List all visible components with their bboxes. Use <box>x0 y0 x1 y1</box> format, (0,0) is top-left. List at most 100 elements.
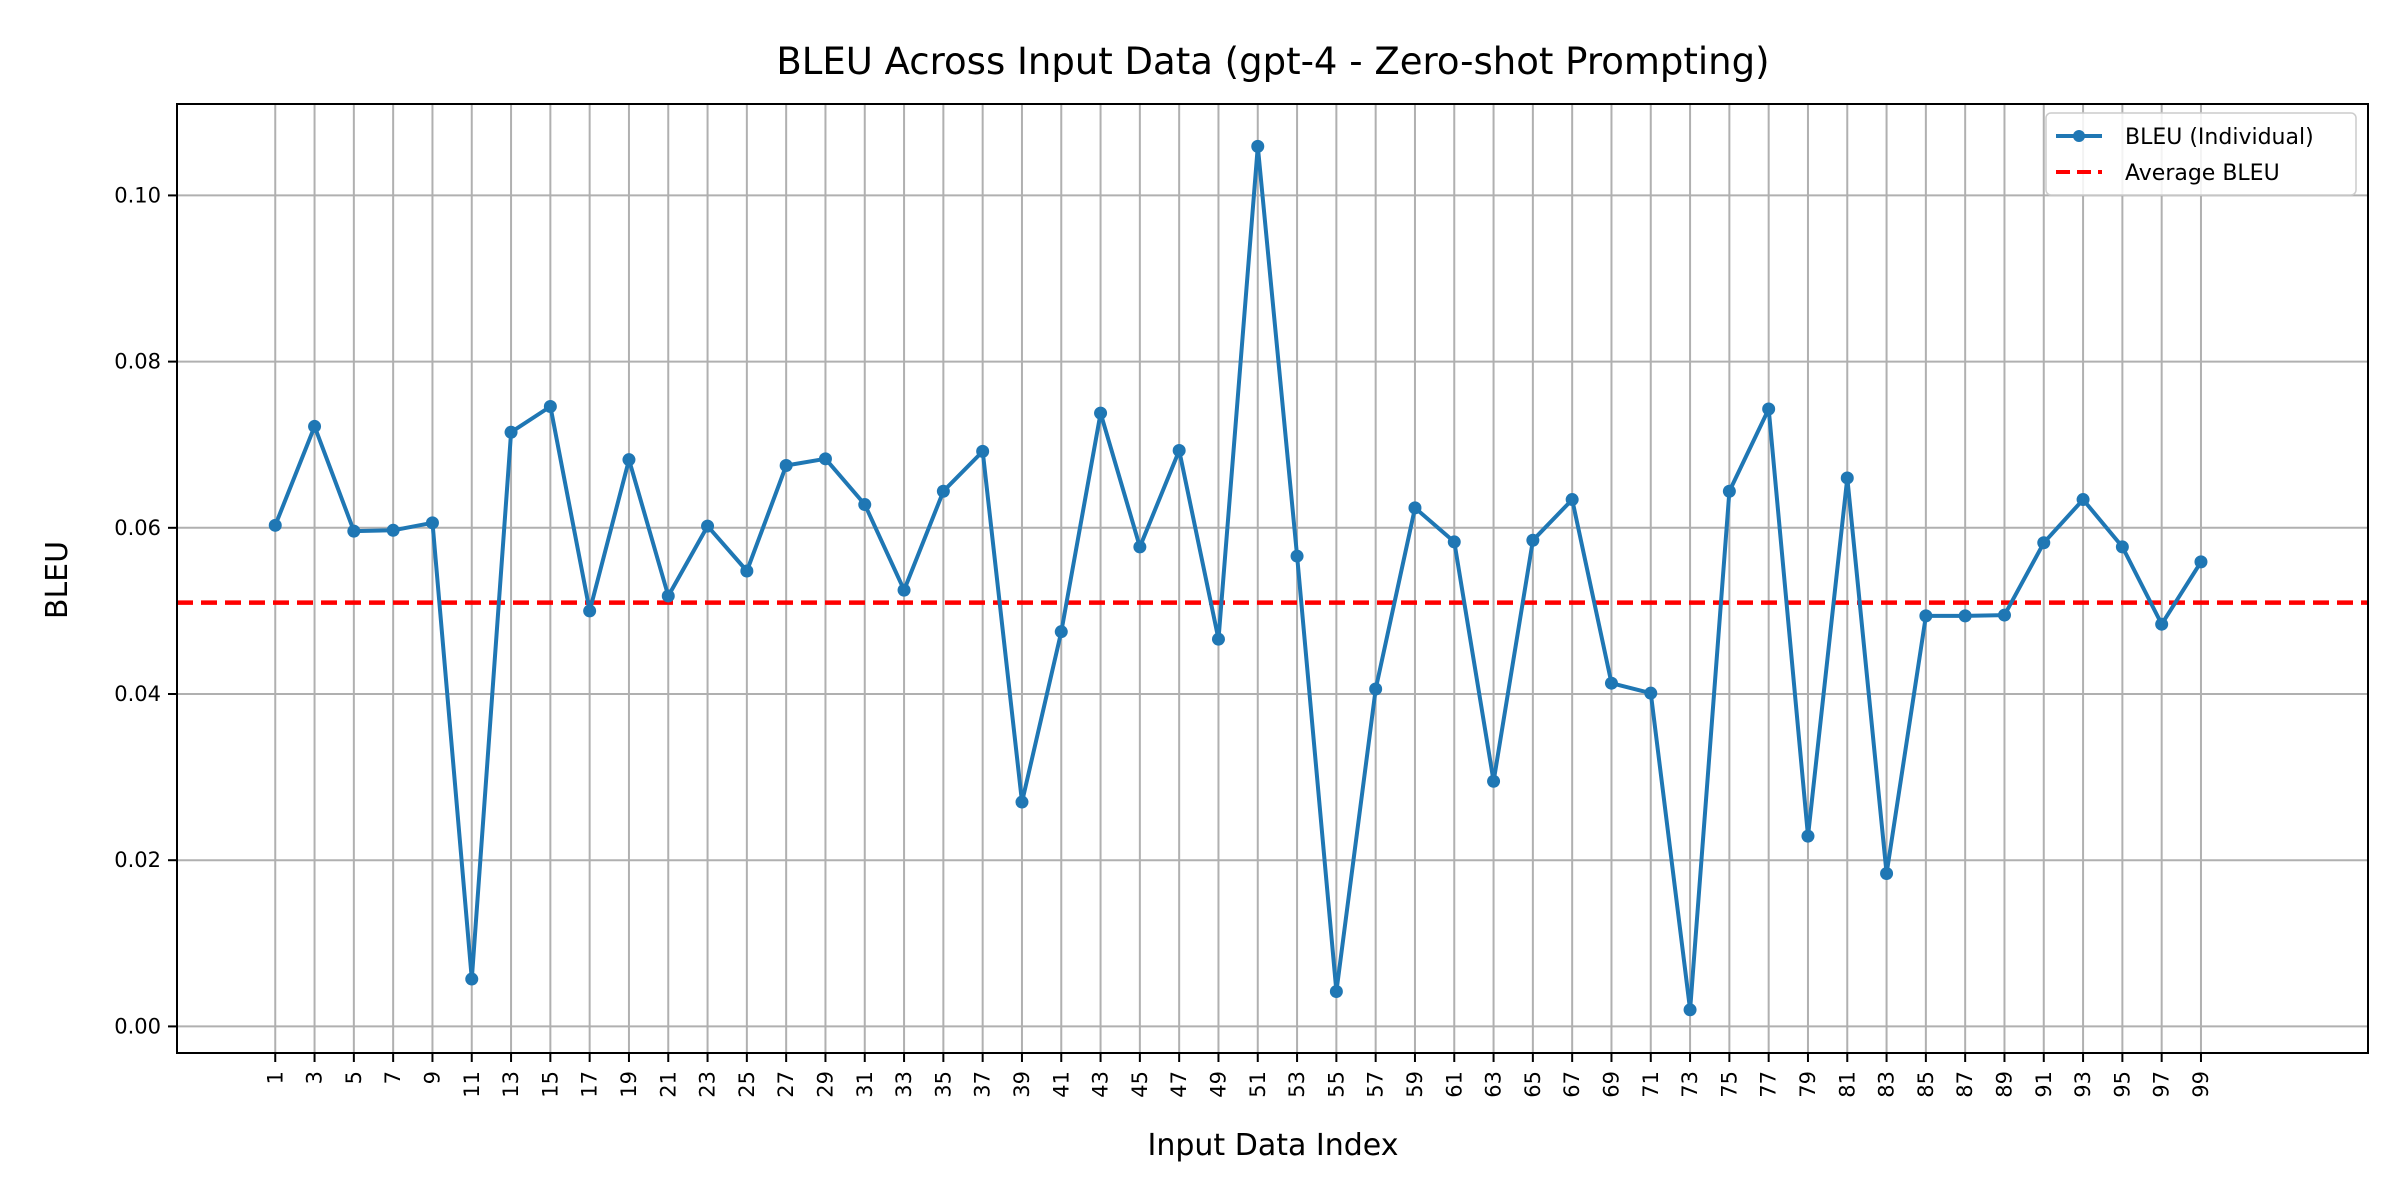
data-point <box>1172 444 1186 458</box>
x-tick-label: 71 <box>1639 1071 1663 1098</box>
data-point <box>818 452 832 466</box>
data-point <box>1997 608 2011 622</box>
data-point <box>1133 540 1147 554</box>
x-tick-label: 55 <box>1324 1071 1348 1098</box>
x-axis-label: Input Data Index <box>1148 1128 1399 1163</box>
y-tick-label: 0.06 <box>114 516 161 540</box>
x-tick-label: 97 <box>2150 1071 2174 1098</box>
x-tick-label: 9 <box>420 1071 444 1084</box>
x-tick-label: 61 <box>1442 1071 1466 1098</box>
data-point <box>1054 625 1068 639</box>
x-tick-label: 27 <box>774 1071 798 1098</box>
data-point <box>1251 139 1265 153</box>
data-point <box>622 453 636 467</box>
data-point <box>897 583 911 597</box>
x-tick-label: 53 <box>1285 1071 1309 1098</box>
x-tick-label: 31 <box>853 1071 877 1098</box>
x-tick-label: 63 <box>1482 1071 1506 1098</box>
x-tick-label: 75 <box>1717 1071 1741 1098</box>
data-point <box>1880 867 1894 881</box>
plot-area-frame <box>176 103 2369 1054</box>
legend-box <box>2045 112 2357 196</box>
data-point <box>1801 829 1815 843</box>
data-point <box>1290 549 1304 563</box>
data-point <box>1958 609 1972 623</box>
x-tick-label: 85 <box>1914 1071 1938 1098</box>
x-tick-label: 73 <box>1678 1071 1702 1098</box>
x-tick-label: 99 <box>2189 1071 2213 1098</box>
x-tick-label: 11 <box>460 1071 484 1098</box>
x-tick-label: 19 <box>617 1071 641 1098</box>
legend: BLEU (Individual) Average BLEU <box>2045 112 2357 196</box>
data-point <box>1644 686 1658 700</box>
data-point <box>2194 555 2208 569</box>
legend-label-individual: BLEU (Individual) <box>2125 125 2314 150</box>
x-tick-label: 51 <box>1246 1071 1270 1098</box>
x-tick-label: 23 <box>696 1071 720 1098</box>
data-point <box>661 589 675 603</box>
data-point <box>1408 501 1422 515</box>
x-tick-label: 25 <box>735 1071 759 1098</box>
x-tick-label: 35 <box>931 1071 955 1098</box>
x-tick-label: 79 <box>1796 1071 1820 1098</box>
x-tick-label: 67 <box>1560 1071 1584 1098</box>
data-point <box>268 518 282 532</box>
x-tick-label: 69 <box>1599 1071 1623 1098</box>
x-tick-label: 13 <box>499 1071 523 1098</box>
x-tick-label: 93 <box>2071 1071 2095 1098</box>
x-tick-label: 5 <box>342 1071 366 1084</box>
data-point <box>858 498 872 512</box>
data-point <box>1683 1003 1697 1017</box>
series-layer <box>268 139 2208 1017</box>
data-point <box>347 524 361 538</box>
x-tick-label: 39 <box>1010 1071 1034 1098</box>
x-tick-label: 41 <box>1049 1071 1073 1098</box>
data-point <box>465 972 479 986</box>
x-tick-label: 3 <box>303 1071 327 1084</box>
x-tick-label: 7 <box>381 1071 405 1084</box>
data-point <box>1722 484 1736 498</box>
data-point <box>2155 617 2169 631</box>
x-tick-label: 45 <box>1128 1071 1152 1098</box>
y-tick-label: 0.02 <box>114 848 161 872</box>
y-tick-label: 0.00 <box>114 1014 161 1038</box>
data-point <box>2076 493 2090 507</box>
x-axis-ticks: 1 3 5 7 9 11 13 15 17 19 21 23 25 27 29 31 33 35 37 39 41 43 4… <box>263 1053 2213 1098</box>
data-point <box>1487 774 1501 788</box>
data-point <box>1919 609 1933 623</box>
x-tick-label: 21 <box>656 1071 680 1098</box>
x-tick-label: 17 <box>578 1071 602 1098</box>
data-point <box>1565 493 1579 507</box>
chart-title: BLEU Across Input Data (gpt-4 - Zero-sho… <box>776 40 1769 83</box>
data-point <box>1526 533 1540 547</box>
data-point <box>1329 985 1343 999</box>
x-tick-label: 1 <box>263 1071 287 1084</box>
x-tick-label: 91 <box>2032 1071 2056 1098</box>
data-point <box>740 564 754 578</box>
data-point <box>1604 676 1618 690</box>
y-tick-label: 0.04 <box>114 682 161 706</box>
x-tick-label: 49 <box>1206 1071 1230 1098</box>
y-tick-label: 0.10 <box>114 183 161 207</box>
data-point <box>1840 471 1854 485</box>
x-tick-label: 65 <box>1521 1071 1545 1098</box>
data-point <box>936 484 950 498</box>
x-tick-label: 47 <box>1167 1071 1191 1098</box>
y-axis-ticks: 0.00 0.02 0.04 0.06 0.08 0.10 <box>114 183 177 1038</box>
grid-lines <box>177 104 2368 1053</box>
x-tick-label: 37 <box>971 1071 995 1098</box>
x-tick-label: 15 <box>538 1071 562 1098</box>
data-point <box>1447 535 1461 549</box>
x-tick-label: 83 <box>1875 1071 1899 1098</box>
x-tick-label: 87 <box>1953 1071 1977 1098</box>
data-point <box>1369 682 1383 696</box>
data-point <box>583 604 597 618</box>
legend-marker-individual <box>2073 130 2085 142</box>
legend-label-average: Average BLEU <box>2125 161 2280 186</box>
x-tick-label: 77 <box>1757 1071 1781 1098</box>
data-point <box>1015 795 1029 809</box>
y-tick-label: 0.08 <box>114 350 161 374</box>
data-point <box>543 399 557 413</box>
